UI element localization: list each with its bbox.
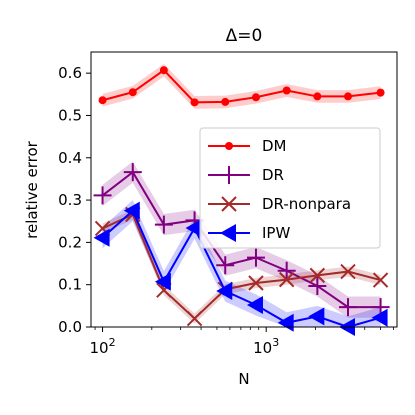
point-dm [282,86,291,95]
axes-frame [90,51,398,328]
y-tick-label: 0.1 [58,276,82,294]
y-tick-label: 0.5 [58,106,82,124]
legend-label-dm: DM [262,137,287,155]
legend-marker-dr-nonpara [221,196,237,212]
legend-label-dr-nonpara: DR-nonpara [262,195,351,213]
y-tick-label: 0.6 [58,64,82,82]
point-dr-nonpara [248,275,264,291]
x-axis: 102 103 [90,327,394,357]
point-dr [216,256,235,275]
legend-marker-ipw [220,224,236,242]
point-dr [123,163,142,182]
x-tick-label: 102 [90,336,116,357]
point-ipw [216,282,233,301]
point-ipw [123,201,140,220]
legend-marker-dm [225,142,233,150]
chart-title: Δ=0 [226,26,263,46]
point-dr [93,186,112,205]
point-ipw [246,296,263,314]
y-tick-label: 0.4 [58,149,82,167]
line-dm [102,68,381,104]
y-tick-label: 0.0 [58,318,82,336]
point-ipw [154,272,171,291]
band-dr-nonpara [102,209,381,324]
point-ipw [185,219,202,237]
legend-box [199,127,381,249]
plot-area [93,63,390,336]
point-ipw [308,307,325,326]
point-dr [154,215,173,234]
point-dr-nonpara [372,272,389,288]
line-dr-nonpara [102,213,381,320]
point-dm [251,93,260,102]
point-dm [190,98,199,107]
point-dr [246,248,265,267]
point-dm [344,92,353,101]
point-ipw [93,228,110,247]
point-dm [128,88,137,97]
point-dr-nonpara [340,263,356,280]
x-axis-title: N [238,370,249,388]
y-tick-label: 0.2 [58,233,82,251]
point-dr [339,298,358,317]
point-dm [98,96,107,105]
point-ipw [371,308,388,327]
legend-marker-dr [220,166,238,184]
x-tick-label: 103 [253,336,279,357]
legend-label-ipw: IPW [262,224,290,242]
point-dm [376,88,385,97]
point-dr [277,261,296,280]
point-dm [313,92,322,101]
point-dr [308,276,327,295]
y-axis: 0.0 0.1 0.2 0.3 0.4 0.5 0.6 [58,64,91,336]
line-dr [101,170,381,309]
band-dr [102,161,381,318]
band-dm [102,63,381,109]
point-dr-nonpara [278,271,295,288]
legend-label-dr: DR [262,166,284,184]
point-dm [159,66,168,75]
legend: DM DR DR-nonpara IPW [199,127,381,249]
line-ipw [101,208,381,329]
point-dr-nonpara [309,267,326,284]
point-dr-nonpara [186,310,203,327]
y-tick-label: 0.3 [58,191,82,209]
y-axis-title: relative error [23,140,41,238]
point-dm [221,97,230,106]
